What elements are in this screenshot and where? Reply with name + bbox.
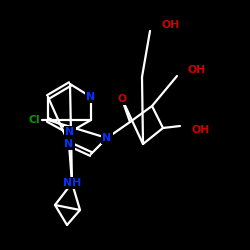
Text: NH: NH [63,178,81,188]
Text: Cl: Cl [28,115,40,125]
Text: N: N [102,133,112,143]
Text: OH: OH [188,65,206,75]
Text: N: N [86,92,96,102]
Text: OH: OH [161,20,179,30]
Text: O: O [118,94,126,104]
Text: OH: OH [191,125,209,135]
Text: N: N [66,127,74,137]
Text: N: N [64,139,74,149]
